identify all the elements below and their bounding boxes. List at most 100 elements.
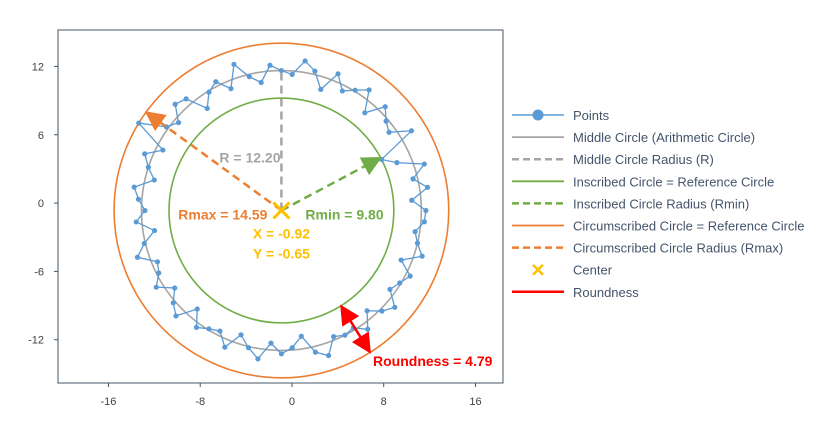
- legend-label: Middle Circle (Arithmetic Circle): [573, 130, 755, 145]
- data-point: [408, 128, 415, 134]
- data-point: [255, 356, 261, 362]
- center-x-label: X = -0.92: [253, 225, 310, 241]
- data-point: [194, 306, 200, 312]
- data-point: [421, 161, 427, 167]
- data-point: [245, 345, 252, 351]
- center-y-label: Y = -0.65: [253, 245, 310, 261]
- data-point: [175, 119, 182, 126]
- data-point: [142, 207, 148, 214]
- x-tick-label: -8: [195, 396, 205, 408]
- data-point: [170, 300, 176, 306]
- y-tick-label: -12: [28, 335, 44, 347]
- y-tick-label: -6: [34, 266, 44, 278]
- data-point: [423, 207, 429, 214]
- data-point: [133, 219, 139, 225]
- data-point: [383, 118, 389, 124]
- data-point: [412, 229, 418, 235]
- data-point: [339, 88, 345, 94]
- data-point: [352, 87, 358, 93]
- data-point: [382, 104, 388, 110]
- plot-frame: [57, 29, 504, 384]
- data-point: [414, 240, 421, 246]
- circumscribed-circle: [113, 42, 450, 379]
- data-point: [246, 74, 252, 80]
- data-point: [206, 89, 212, 95]
- legend-label: Roundness: [573, 285, 639, 300]
- y-tick-label: 12: [32, 61, 44, 73]
- x-tick-label: 16: [469, 396, 481, 408]
- data-point: [325, 352, 332, 359]
- data-point: [136, 120, 142, 126]
- data-point: [278, 351, 285, 357]
- y-tick-label: 6: [38, 130, 44, 142]
- legend-label: Circumscribed Circle Radius (Rmax): [573, 241, 783, 256]
- data-point: [268, 340, 274, 346]
- data-point: [335, 71, 341, 77]
- data-point: [172, 285, 178, 291]
- data-point: [312, 349, 319, 355]
- data-point: [228, 86, 234, 92]
- legend-label: Middle Circle Radius (R): [573, 152, 714, 167]
- data-point: [302, 58, 308, 64]
- data-point: [267, 62, 273, 68]
- data-point: [362, 110, 368, 116]
- center-marker: [272, 201, 291, 220]
- data-point: [410, 176, 416, 182]
- y-tick-label: 0: [38, 198, 44, 210]
- roundness-label: Roundness = 4.79: [373, 353, 493, 369]
- legend-label: Inscribed Circle Radius (Rmin): [573, 196, 749, 211]
- data-point: [397, 280, 403, 286]
- legend-swatch-point: [532, 109, 544, 121]
- data-point: [142, 151, 148, 157]
- data-point: [151, 177, 157, 183]
- data-point: [156, 270, 162, 276]
- data-point: [394, 160, 400, 166]
- r-label: R = 12.20: [219, 149, 280, 165]
- roundness-arrow: [340, 304, 371, 354]
- data-point: [312, 68, 318, 74]
- x-tick-label: 8: [381, 396, 387, 408]
- legend-label: Inscribed Circle = Reference Circle: [573, 174, 774, 189]
- data-point: [134, 254, 141, 260]
- data-point: [289, 345, 295, 351]
- data-point: [398, 257, 404, 263]
- data-point: [318, 86, 324, 93]
- data-point: [278, 67, 285, 74]
- data-point: [183, 96, 189, 102]
- data-point: [409, 197, 415, 203]
- data-point: [231, 61, 237, 67]
- data-point: [217, 328, 223, 334]
- data-point: [419, 253, 425, 259]
- x-tick-label: -16: [101, 396, 117, 408]
- data-point: [131, 184, 137, 190]
- data-point: [222, 344, 228, 350]
- data-point: [392, 304, 398, 310]
- data-point: [145, 164, 151, 170]
- data-point: [387, 286, 393, 292]
- data-point: [151, 227, 158, 234]
- data-point: [378, 156, 385, 163]
- data-point: [407, 273, 413, 279]
- data-point: [193, 324, 200, 330]
- data-point: [154, 259, 161, 265]
- data-point: [421, 219, 427, 225]
- x-tick-label: 0: [289, 396, 295, 408]
- data-point: [173, 313, 179, 319]
- data-point: [364, 308, 370, 314]
- data-point: [160, 147, 166, 153]
- data-point: [258, 79, 264, 86]
- data-point: [153, 284, 159, 290]
- rmin-radius-arrow: [280, 156, 383, 212]
- legend-swatch-center: [532, 263, 544, 276]
- rmax-radius-arrow: [144, 111, 283, 212]
- data-point: [424, 184, 431, 190]
- legend-label: Points: [573, 108, 610, 123]
- legend-label: Circumscribed Circle = Reference Circle: [573, 219, 805, 234]
- data-point: [172, 101, 178, 107]
- data-point: [213, 79, 219, 85]
- data-point: [238, 332, 244, 338]
- data-point: [342, 332, 348, 338]
- data-point: [298, 333, 304, 339]
